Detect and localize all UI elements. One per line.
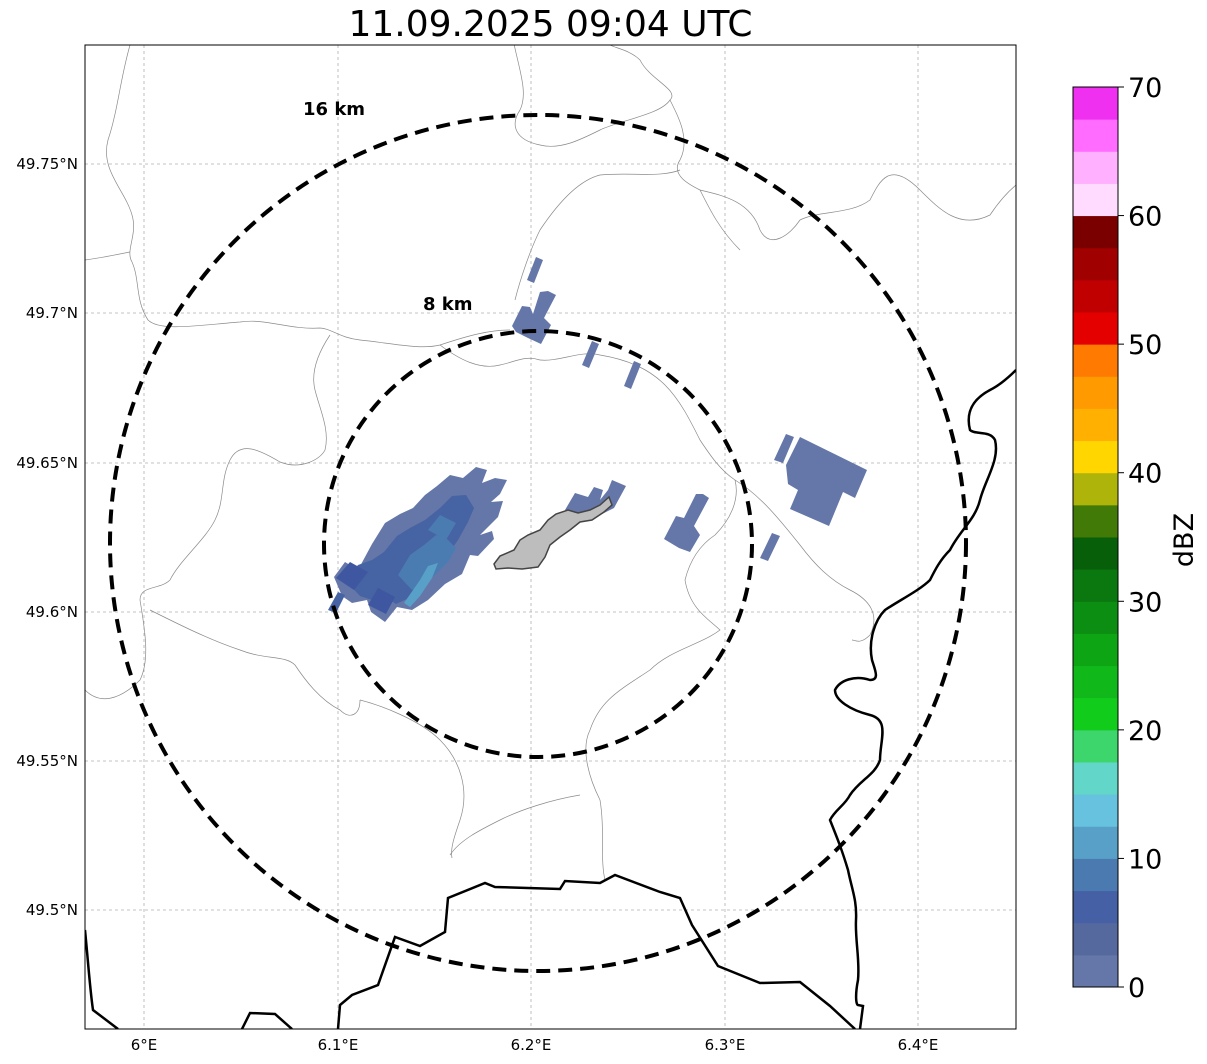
colorbar-segment: [1073, 376, 1118, 409]
colorbar-tick-label: 20: [1128, 716, 1162, 747]
lon-tick: 6.2°E: [511, 1036, 552, 1054]
colorbar-segment: [1073, 729, 1118, 763]
map-title: 11.09.2025 09:04 UTC: [348, 4, 753, 45]
echo-cell: [336, 562, 368, 590]
colorbar-segment: [1073, 922, 1118, 956]
colorbar-segment: [1073, 826, 1118, 859]
echo-cell: [786, 437, 867, 526]
colorbar-segment: [1073, 762, 1118, 795]
longitude-ticks: 6°E 6.1°E 6.2°E 6.3°E 6.4°E: [131, 1036, 939, 1054]
radar-echoes: [328, 257, 867, 622]
gridlines: [85, 45, 1016, 1029]
colorbar-segment: [1073, 472, 1118, 506]
colorbar-segment: [1073, 215, 1118, 249]
colorbar-segment: [1073, 794, 1118, 827]
echo-cell: [664, 494, 709, 552]
colorbar-segment: [1073, 697, 1118, 731]
lat-tick: 49.75°N: [16, 155, 78, 173]
colorbar-segment: [1073, 312, 1118, 345]
echo-cell: [368, 588, 395, 614]
colorbar-tick-label: 0: [1128, 973, 1145, 1004]
masked-area: [493, 495, 613, 570]
colorbar-segment: [1073, 119, 1118, 152]
colorbar-tick-label: 50: [1128, 330, 1162, 361]
colorbar-segment: [1073, 151, 1118, 184]
colorbar-segment: [1073, 954, 1118, 988]
colorbar-tick-label: 10: [1128, 844, 1162, 875]
ring-label-8km: 8 km: [423, 294, 473, 315]
latitude-ticks: 49.75°N 49.7°N 49.65°N 49.6°N 49.55°N 49…: [16, 155, 78, 919]
lon-tick: 6.1°E: [318, 1036, 359, 1054]
lat-tick: 49.6°N: [26, 603, 78, 621]
lon-tick: 6.4°E: [898, 1036, 939, 1054]
echo-cell: [624, 361, 641, 389]
colorbar-tick-label: 60: [1128, 202, 1162, 233]
colorbar-segment: [1073, 344, 1118, 377]
colorbar-segment: [1073, 665, 1118, 699]
colorbar-segment: [1073, 408, 1118, 442]
range-ring-8km: [322, 329, 754, 759]
colorbar-segment: [1073, 601, 1118, 634]
colorbar-segment: [1073, 247, 1118, 281]
ring-label-16km: 16 km: [303, 99, 365, 120]
colorbar-segment: [1073, 183, 1118, 217]
echo-cell: [774, 434, 794, 463]
colorbar-segment: [1073, 569, 1118, 602]
lon-tick: 6.3°E: [705, 1036, 746, 1054]
lat-tick: 49.55°N: [16, 752, 78, 770]
echo-cell: [527, 257, 543, 283]
colorbar-tick-label: 40: [1128, 459, 1162, 490]
colorbar-ticks: 0 10 20 30 40 50 60 70: [1118, 73, 1162, 1004]
colorbar-segment: [1073, 633, 1118, 667]
echo-cell: [398, 535, 456, 590]
colorbar-segment: [1073, 858, 1118, 892]
echo-cell: [428, 515, 456, 540]
lat-tick: 49.5°N: [26, 901, 78, 919]
colorbar-segment: [1073, 890, 1118, 924]
range-rings: [108, 113, 968, 973]
colorbar-segment: [1073, 504, 1118, 538]
lon-tick: 6°E: [131, 1036, 158, 1054]
admin-boundaries: [85, 45, 1016, 881]
colorbar-tick-label: 70: [1128, 73, 1162, 104]
colorbar-segment: [1073, 537, 1118, 570]
echo-cell: [565, 480, 626, 518]
range-ring-16km: [108, 113, 968, 973]
echo-cell: [582, 341, 599, 368]
echo-cell: [760, 533, 780, 561]
lat-tick: 49.65°N: [16, 454, 78, 472]
colorbar-label: dBZ: [1169, 513, 1200, 567]
national-borders: [85, 369, 1016, 1029]
colorbar-segment: [1073, 279, 1118, 313]
lat-tick: 49.7°N: [26, 304, 78, 322]
colorbar-segment: [1073, 87, 1118, 120]
colorbar: [1073, 87, 1118, 988]
colorbar-frame: [1072, 86, 1119, 988]
colorbar-tick-label: 30: [1128, 587, 1162, 618]
map-frame: [84, 44, 1017, 1030]
echo-cell: [404, 563, 438, 607]
colorbar-segment: [1073, 440, 1118, 474]
